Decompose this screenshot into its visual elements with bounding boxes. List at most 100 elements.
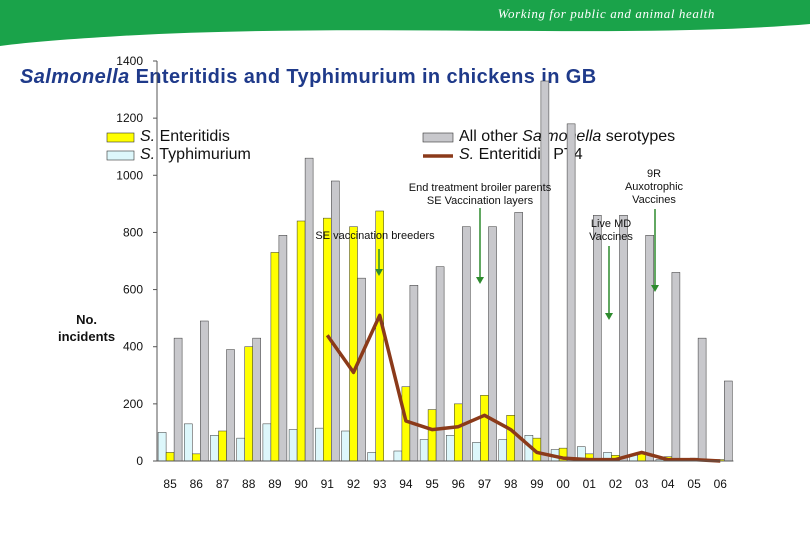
x-tick-label: 06 (714, 477, 728, 491)
y-tick-label: 400 (123, 340, 143, 354)
y-tick-label: 800 (123, 225, 143, 239)
x-tick-label: 93 (373, 477, 387, 491)
annotation-line: Vaccines (632, 194, 676, 206)
bar-typhimurium (210, 435, 219, 462)
bar-other (645, 235, 654, 462)
annotation-line: SE Vaccination layers (426, 195, 534, 207)
annotation-livemd: Live MD Vaccines (570, 218, 652, 244)
annotation-arrow-head (476, 277, 484, 284)
bar-typhimurium (315, 427, 324, 462)
bar-enteritidis (165, 452, 175, 462)
y-tick-label: 1000 (116, 168, 143, 182)
bar-typhimurium (498, 439, 507, 462)
bar-other (252, 337, 261, 462)
x-tick-label: 91 (321, 477, 335, 491)
annotation-line: SE vaccination breeders (315, 230, 435, 242)
bar-other (566, 123, 576, 462)
x-tick-label: 87 (216, 477, 230, 491)
bar-enteritidis (480, 395, 489, 462)
bar-typhimurium (446, 435, 455, 462)
annotation-line: 9R (646, 168, 662, 180)
x-tick-label: 88 (242, 477, 256, 491)
bar-enteritidis (192, 453, 201, 462)
y-axis-title-line2: incidents (58, 329, 116, 344)
bar-other (671, 272, 681, 462)
bar-typhimurium (367, 452, 376, 462)
x-tick-label: 95 (425, 477, 439, 491)
bar-other (488, 226, 497, 462)
x-tick-label: 85 (163, 477, 177, 491)
bar-other (540, 80, 550, 462)
x-tick-label: 03 (635, 477, 649, 491)
x-tick-label: 97 (478, 477, 492, 491)
bar-other (619, 215, 628, 462)
x-tick-label: 98 (504, 477, 518, 491)
x-tick-label: 02 (609, 477, 623, 491)
bar-typhimurium (393, 450, 403, 462)
bar-enteritidis (296, 220, 306, 462)
x-tick-label: 92 (347, 477, 361, 491)
x-tick-label: 01 (583, 477, 597, 491)
bar-typhimurium (236, 437, 245, 462)
annotation-line: End treatment broiler parents (408, 182, 552, 194)
bar-typhimurium (341, 430, 350, 462)
y-tick-label: 1400 (116, 54, 143, 68)
annotation-arrow-head (651, 285, 659, 292)
title-italic-part: Salmonella (20, 66, 130, 88)
x-tick-label: 04 (661, 477, 675, 491)
bar-enteritidis (375, 210, 384, 462)
bar-other (226, 349, 235, 462)
bar-other (357, 277, 366, 462)
bar-enteritidis (244, 346, 253, 462)
x-tick-label: 90 (294, 477, 308, 491)
x-axis: 85 86 87 88 89 90 91 92 93 94 95 96 97 98 99 00 01 02 03 04… (157, 460, 734, 491)
bar-enteritidis (506, 415, 515, 462)
bar-other (409, 285, 419, 462)
annotation-line: Live MD (590, 218, 632, 230)
bar-enteritidis (349, 226, 358, 462)
legend-label-typhimurium: S. Typhimurium (140, 146, 251, 163)
annotation-line: Vaccines (589, 231, 633, 243)
y-axis: 0 200 400 600 800 1000 1200 1400 (116, 54, 158, 468)
annotation-broiler: End treatment broiler parents SE Vaccinat… (385, 182, 575, 208)
bar-other (724, 380, 733, 462)
bar-typhimurium (262, 423, 272, 462)
x-tick-label: 05 (687, 477, 701, 491)
bar-other (331, 180, 340, 462)
y-tick-label: 1200 (116, 111, 143, 125)
pt4-line (325, 313, 721, 463)
annotation-arrows (375, 208, 659, 320)
y-tick-label: 200 (123, 397, 143, 411)
chart-title: Salmonella Enteritidis and Typhimurium i… (20, 66, 810, 89)
bar-other (304, 157, 314, 462)
y-axis-title: No. incidents (58, 311, 115, 345)
bar-typhimurium (419, 439, 429, 462)
bar-other (173, 337, 183, 462)
title-main-part: Enteritidis and Typhimurium in chickens … (129, 66, 597, 88)
bar-typhimurium (472, 442, 481, 462)
annotation-arrow-head (605, 313, 613, 320)
bar-enteritidis (218, 430, 227, 462)
legend-label-enteritidis: S. Enteritidis (140, 128, 230, 145)
pt4-polyline (325, 313, 721, 463)
x-tick-label: 86 (190, 477, 204, 491)
bar-enteritidis (401, 386, 411, 462)
bar-other (200, 320, 209, 462)
bar-enteritidis (454, 403, 463, 462)
bar-other (593, 215, 602, 462)
y-tick-label: 0 (136, 454, 143, 468)
y-axis-title-line1: No. (76, 312, 98, 327)
x-tick-label: 94 (399, 477, 413, 491)
legend-label-pt4: S. Enteritidis PT4 (459, 146, 583, 163)
bar-other (514, 212, 523, 462)
x-tick-label: 00 (556, 477, 570, 491)
bar-typhimurium (184, 423, 193, 462)
banner-wave (0, 0, 810, 46)
annotation-9r: 9R Auxotrophic Vaccines (610, 168, 698, 207)
annotation-breeders: SE vaccination breeders (300, 230, 450, 243)
bar-enteritidis (270, 252, 280, 462)
y-tick-label: 600 (123, 283, 143, 297)
header-banner: Working for public and animal health (0, 0, 810, 50)
annotation-arrow-head (375, 269, 383, 276)
